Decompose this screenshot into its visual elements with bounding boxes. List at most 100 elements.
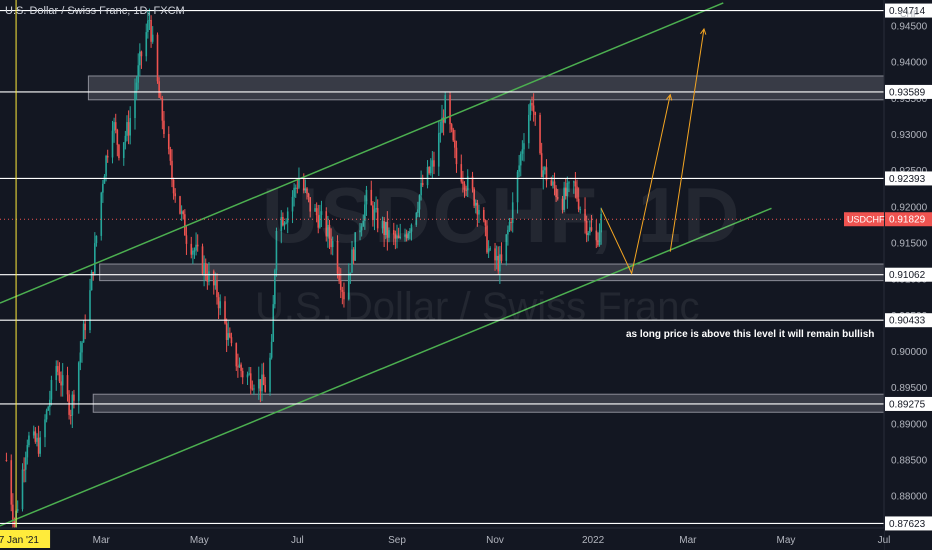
price-tick-label: 0.93000 <box>891 130 928 141</box>
candle-body <box>523 143 525 150</box>
candle-body <box>351 249 353 273</box>
candle-body <box>487 248 490 253</box>
projection-leg <box>669 28 705 252</box>
level-tag <box>885 313 932 328</box>
candle-body <box>494 248 496 261</box>
candle-body <box>598 232 601 246</box>
candle-body <box>392 230 395 235</box>
candle-body <box>478 209 480 215</box>
candle-body <box>540 153 543 178</box>
candle-body <box>465 189 467 191</box>
candle-body <box>507 229 509 235</box>
candle-body <box>184 214 186 236</box>
candle-body <box>532 105 535 113</box>
candle-body <box>497 255 500 272</box>
candle-body <box>566 182 569 197</box>
candle-body <box>105 155 107 177</box>
candle-body <box>418 195 421 210</box>
candle-body <box>449 95 451 125</box>
candle-body <box>320 211 323 215</box>
candle-body <box>106 155 109 158</box>
candle-body <box>159 97 162 99</box>
candle-body <box>360 226 363 231</box>
candle-body <box>347 274 350 300</box>
candle-body <box>362 220 365 227</box>
candle-body <box>179 196 181 214</box>
candle-body <box>55 366 58 380</box>
candle-body <box>58 371 61 382</box>
candle-body <box>163 120 165 135</box>
arrow-head <box>700 27 707 35</box>
candle-body <box>552 181 554 186</box>
candle-body <box>113 122 115 131</box>
time-tick-label: Mar <box>679 535 697 546</box>
candle-body <box>576 186 578 199</box>
candle-body <box>463 183 466 190</box>
price-tick-label: 0.91500 <box>891 239 928 250</box>
candle-body <box>269 357 271 392</box>
candle-body <box>50 379 53 400</box>
candle-body <box>127 122 130 136</box>
candle-body <box>286 211 289 223</box>
arrow-head <box>666 93 673 101</box>
candle-body <box>126 122 128 136</box>
candle-body <box>542 170 545 178</box>
candle-body <box>304 188 307 191</box>
candle-body <box>386 221 389 238</box>
candle-body <box>270 341 273 358</box>
candle-body <box>529 102 532 115</box>
candle-body <box>375 208 377 210</box>
candle-body <box>574 181 577 187</box>
candle-body <box>534 112 537 116</box>
candle-body <box>111 130 114 158</box>
candle-body <box>499 254 501 272</box>
candle-body <box>238 364 241 368</box>
candle-body <box>204 263 207 277</box>
candle-body <box>285 222 287 224</box>
candle-body <box>193 250 196 252</box>
time-tick-label: Nov <box>486 535 504 546</box>
candle-body <box>409 231 411 234</box>
candle-body <box>317 215 320 228</box>
price-tick-label: 0.93500 <box>891 94 928 105</box>
candle-body <box>564 187 567 197</box>
candle-body <box>556 197 559 199</box>
candle-body <box>259 379 262 392</box>
candle-body <box>439 132 442 134</box>
level-tag <box>885 516 932 531</box>
candle-body <box>376 208 379 229</box>
candle-body <box>66 375 69 395</box>
candle-body <box>216 280 218 298</box>
cursor-date-label: 07 Jan '21 <box>0 535 39 546</box>
candle-body <box>545 167 548 181</box>
time-axis[interactable]: Mar May Jul Sep Nov 2022 Mar May Jul 07 Jan '21 <box>0 527 890 550</box>
candle-body <box>309 197 312 212</box>
candle-body <box>240 364 242 371</box>
candle-body <box>145 32 148 57</box>
candle-body <box>44 419 46 438</box>
channel-line <box>0 2 724 304</box>
candle-body <box>172 179 175 194</box>
candle-body <box>182 211 185 215</box>
candle-body <box>139 51 141 66</box>
candle-body <box>388 230 390 238</box>
candle-body <box>275 230 278 271</box>
time-tick-label: May <box>777 535 796 546</box>
level-tag-label: 0.89275 <box>889 399 926 410</box>
candle-body <box>282 217 284 226</box>
candle-body <box>230 337 233 344</box>
price-axis[interactable]: 0.945000.940000.935000.930000.925000.920… <box>844 0 932 550</box>
price-tick-label: 0.88500 <box>891 456 928 467</box>
candle-body <box>251 388 254 390</box>
candle-body <box>407 233 410 239</box>
candle-body <box>410 224 413 232</box>
candle-body <box>325 211 328 237</box>
candle-body <box>553 181 556 189</box>
candle-body <box>237 366 239 368</box>
candle-body <box>5 460 8 462</box>
candle-body <box>148 20 151 22</box>
candle-body <box>21 469 24 510</box>
price-tick-label: 0.90000 <box>891 347 928 358</box>
candle-body <box>114 122 117 130</box>
